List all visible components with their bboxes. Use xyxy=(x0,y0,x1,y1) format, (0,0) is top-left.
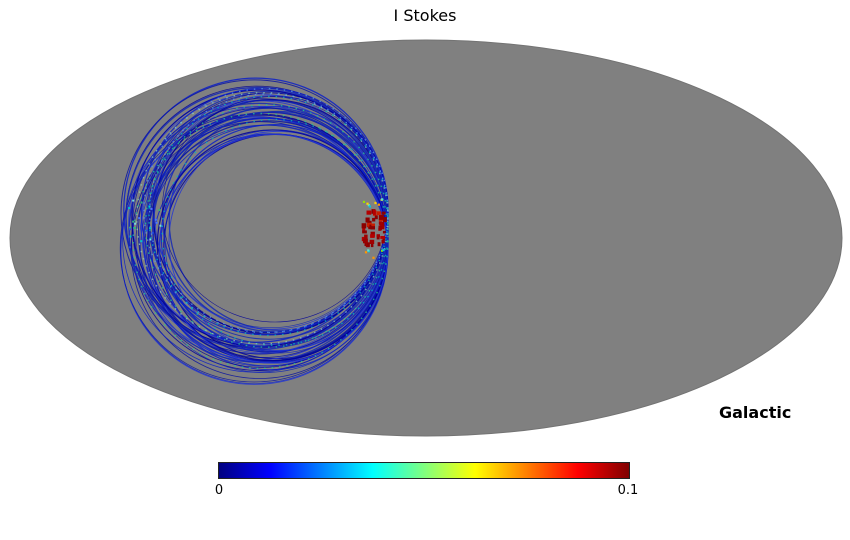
colorbar-tick-min: 0 xyxy=(214,483,224,498)
plot-title: I Stokes xyxy=(393,6,457,25)
coordinate-label: Galactic xyxy=(719,403,792,422)
colorbar-tick-max: 0.1 xyxy=(617,483,639,498)
colorbar xyxy=(218,462,630,479)
